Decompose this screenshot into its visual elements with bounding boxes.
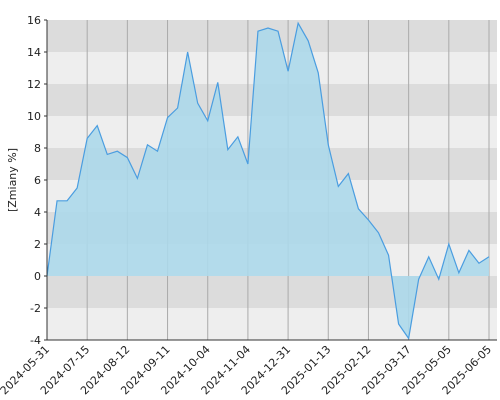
line: [46, 21, 490, 340]
y-tick-label: -2: [30, 302, 41, 315]
y-tick-label: 0: [34, 270, 41, 283]
y-tick-label: 8: [34, 142, 41, 155]
band: [47, 276, 497, 308]
y-tick-label: 14: [27, 46, 41, 59]
y-tick-label: 6: [34, 174, 41, 187]
y-tick-label: 2: [34, 238, 41, 251]
y-tick-label: 16: [27, 14, 41, 27]
y-tick-label: -4: [30, 334, 41, 347]
band: [47, 308, 497, 340]
area: [47, 23, 489, 339]
y-tick-label: 4: [34, 206, 41, 219]
y-tick-label: 12: [27, 78, 41, 91]
y-axis-label: [Zmiany %]: [6, 148, 19, 212]
y-tick-label: 10: [27, 110, 41, 123]
